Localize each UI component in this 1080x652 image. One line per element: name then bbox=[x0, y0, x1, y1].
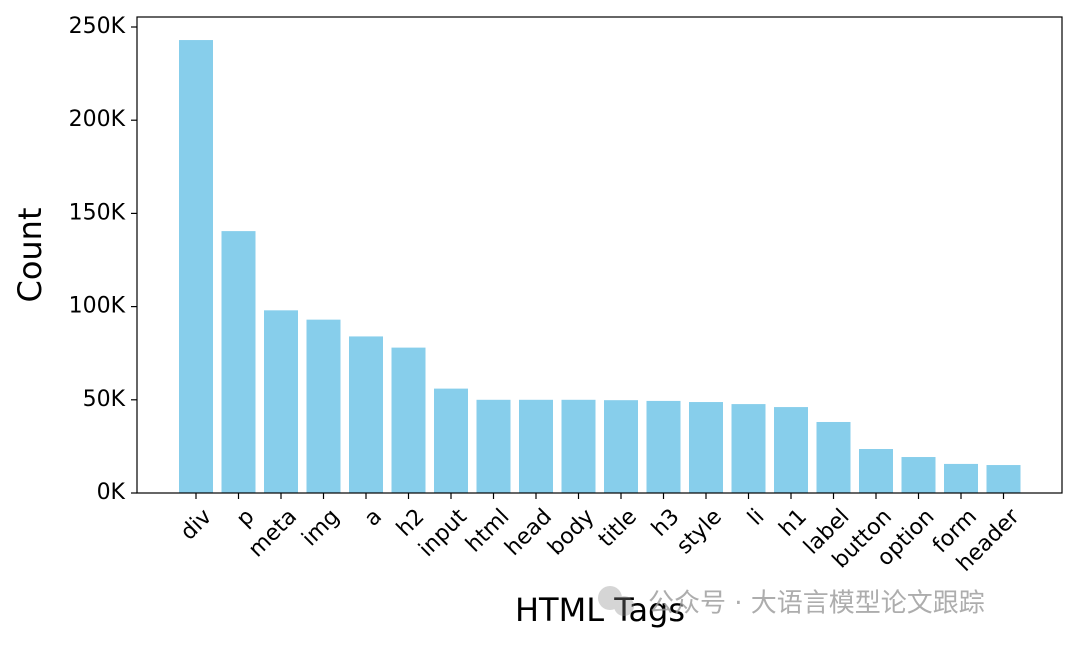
bar bbox=[731, 404, 766, 493]
bar bbox=[264, 310, 298, 493]
bar bbox=[221, 231, 256, 493]
y-tick-label: 150K bbox=[69, 200, 126, 225]
x-tick-label: head bbox=[500, 504, 557, 561]
bar bbox=[944, 463, 978, 493]
bar bbox=[816, 421, 851, 493]
x-tick-label: a bbox=[360, 504, 387, 531]
bar bbox=[434, 388, 468, 493]
watermark-icon bbox=[598, 586, 634, 616]
bar bbox=[561, 399, 596, 493]
bar bbox=[604, 400, 638, 493]
bar bbox=[519, 399, 553, 493]
bar bbox=[774, 407, 808, 493]
x-tick-label: meta bbox=[244, 504, 302, 562]
watermark: 公众号 · 大语言模型论文跟踪 bbox=[648, 589, 985, 619]
bar bbox=[306, 319, 341, 493]
bar bbox=[986, 465, 1021, 493]
x-tick-label: input bbox=[414, 504, 472, 562]
y-tick-label: 50K bbox=[83, 387, 126, 412]
x-tick-label: style bbox=[672, 504, 727, 559]
plot-frame bbox=[136, 16, 1063, 494]
x-tick-label: title bbox=[594, 504, 642, 552]
x-tick-label: img bbox=[297, 504, 344, 551]
bar bbox=[689, 402, 723, 493]
bar bbox=[859, 449, 893, 493]
y-tick-label: 200K bbox=[69, 107, 126, 132]
x-tick-label: div bbox=[176, 504, 217, 545]
x-tick-label: p bbox=[232, 504, 260, 532]
bar bbox=[179, 40, 213, 493]
y-tick-label: 100K bbox=[69, 294, 126, 319]
bar bbox=[901, 457, 936, 493]
x-axis-label: HTML Tags bbox=[515, 591, 685, 629]
y-axis-label: Count bbox=[11, 207, 49, 302]
bar bbox=[349, 336, 383, 493]
bar bbox=[476, 399, 511, 493]
y-tick-label: 0K bbox=[97, 480, 126, 505]
bar bbox=[391, 347, 426, 493]
x-tick-label: li bbox=[743, 504, 769, 530]
x-tick-label: body bbox=[543, 504, 599, 560]
bar bbox=[646, 400, 681, 493]
y-tick-label: 250K bbox=[69, 14, 126, 39]
